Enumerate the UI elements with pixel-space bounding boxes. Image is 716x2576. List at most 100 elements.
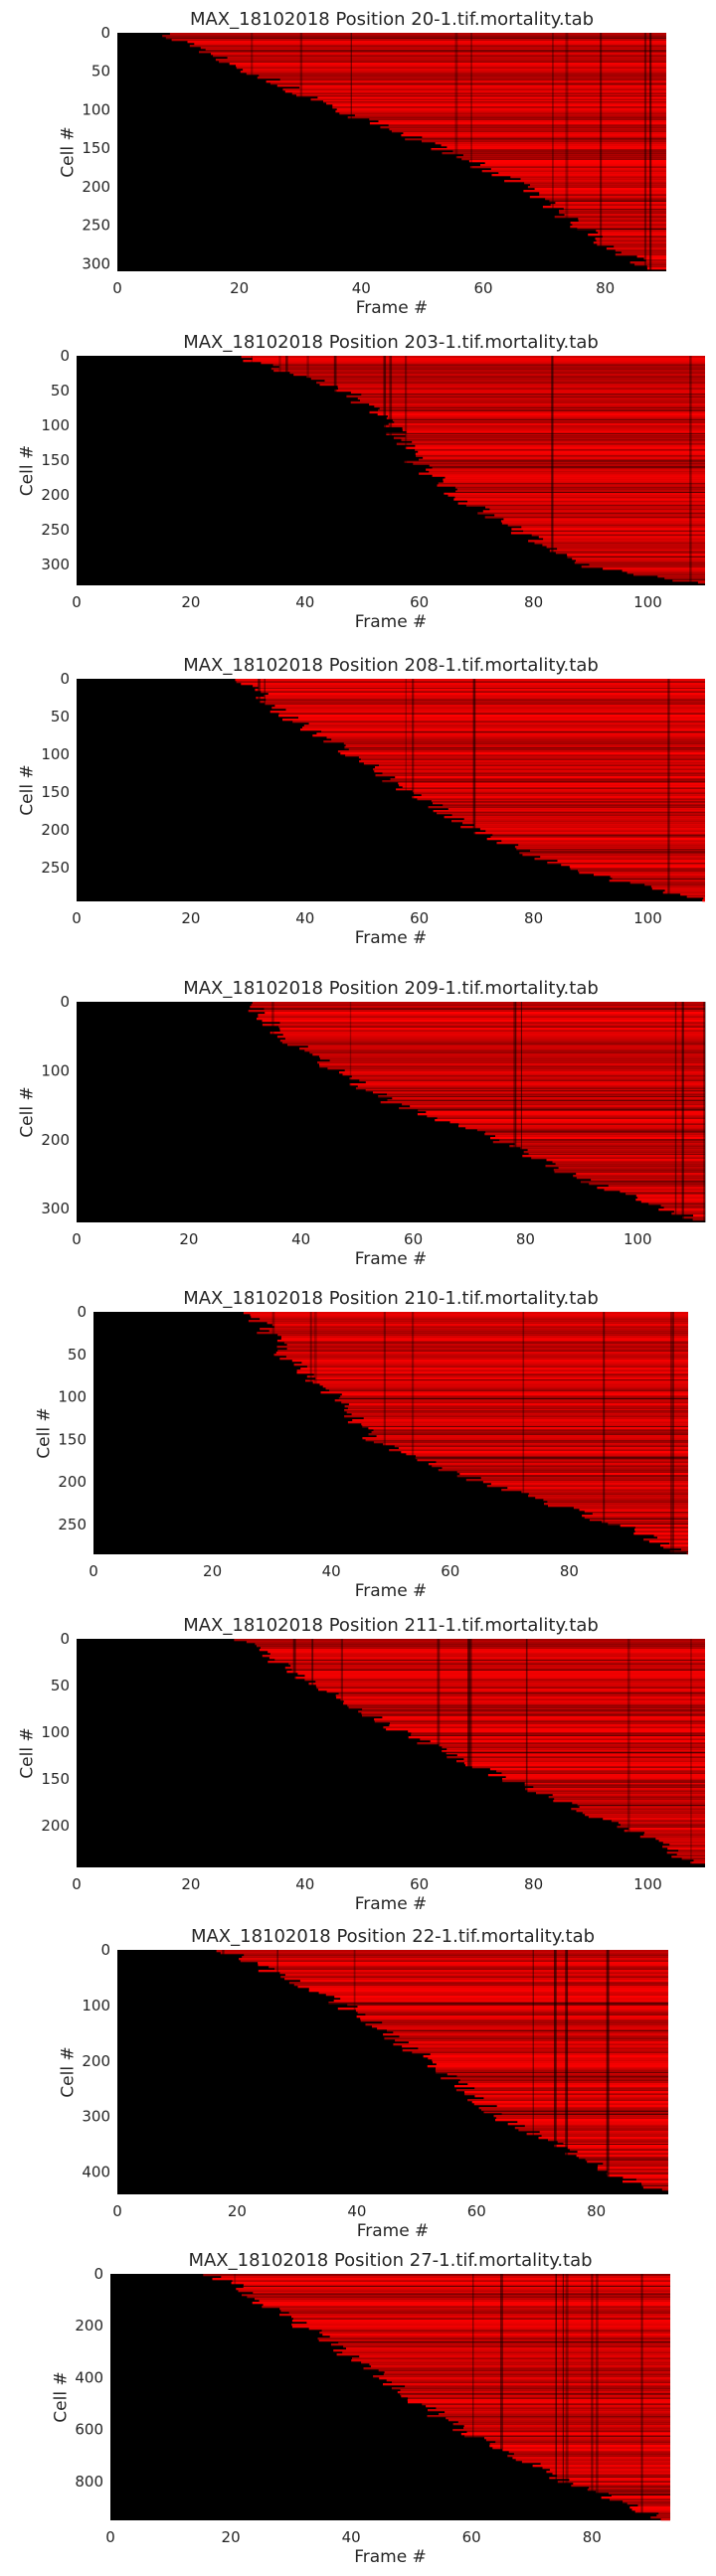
- heatmap-row: [319, 2332, 670, 2334]
- x-tick-label: 60: [410, 1875, 429, 1893]
- heatmap-row: [471, 2101, 668, 2104]
- heatmap-row: [242, 2294, 670, 2297]
- panel-title: MAX_18102018 Position 203-1.tif.mortalit…: [183, 332, 599, 353]
- heatmap-row: [329, 1059, 705, 1062]
- heatmap-row: [660, 2518, 670, 2521]
- heatmap-gap: [77, 1709, 705, 1711]
- heatmap-row: [357, 397, 705, 401]
- heatmap-row: [259, 1649, 705, 1652]
- heatmap-row: [489, 2445, 670, 2448]
- heatmap-row: [492, 834, 705, 837]
- y-tick-label: 100: [41, 1723, 70, 1741]
- heatmap-row: [445, 2411, 670, 2414]
- heatmap-stripe: [703, 1002, 706, 1222]
- heatmap-gap: [77, 1044, 705, 1046]
- heatmap-row: [606, 247, 666, 250]
- heatmap-row: [243, 1312, 688, 1315]
- heatmap-row: [240, 71, 667, 74]
- heatmap-stripe: [136, 679, 139, 901]
- heatmap-row: [572, 1802, 705, 1805]
- heatmap-row: [419, 458, 705, 461]
- heatmap-row: [634, 1529, 688, 1531]
- heatmap-row: [369, 118, 666, 121]
- heatmap-stripe: [258, 679, 261, 901]
- heatmap-row: [334, 1399, 688, 1402]
- heatmap-row: [289, 371, 705, 375]
- x-axis-label: Frame #: [355, 1249, 428, 1269]
- heatmap-row: [400, 2393, 670, 2396]
- heatmap-row: [363, 1417, 688, 1420]
- heatmap-row: [519, 852, 705, 855]
- heatmap-row: [356, 2015, 668, 2018]
- heatmap-row: [462, 822, 705, 825]
- heatmap-row: [373, 2375, 670, 2378]
- heatmap-gap: [117, 2113, 668, 2115]
- heatmap-row: [392, 418, 705, 421]
- heatmap-stripe: [251, 356, 253, 585]
- heatmap-row: [416, 1455, 688, 1458]
- heatmap-row: [500, 520, 705, 523]
- heatmap-gap: [110, 2393, 670, 2395]
- x-tick-label: 60: [410, 909, 429, 927]
- heatmap-row: [347, 1407, 688, 1410]
- heatmap-row: [561, 864, 705, 867]
- heatmap-row: [274, 1659, 705, 1662]
- heatmap-row: [360, 399, 705, 402]
- x-axis-label: Frame #: [355, 928, 428, 948]
- heatmap-stripe: [222, 1950, 225, 2194]
- heatmap-row: [693, 1214, 705, 1217]
- heatmap-row: [623, 2176, 668, 2179]
- heatmap-row: [692, 1218, 705, 1221]
- heatmap-row: [448, 808, 705, 811]
- heatmap-row: [405, 434, 705, 437]
- heatmap-row: [629, 2506, 670, 2509]
- heatmap-gap: [117, 200, 666, 202]
- heatmap-row: [361, 393, 705, 397]
- heatmap-row: [468, 160, 666, 163]
- x-tick-label: 40: [295, 593, 314, 611]
- y-axis-label: Cell #: [35, 1407, 55, 1458]
- heatmap-row: [555, 202, 666, 205]
- heatmap-row: [597, 2167, 668, 2170]
- heatmap-row: [596, 230, 666, 233]
- y-tick-label: 0: [60, 1630, 70, 1648]
- heatmap-gap: [117, 2076, 668, 2078]
- heatmap-gap: [77, 432, 705, 434]
- heatmap-row: [534, 542, 705, 545]
- heatmap-stripe: [551, 356, 554, 585]
- heatmap-row: [428, 2409, 670, 2412]
- heatmap-row: [279, 1022, 705, 1025]
- heatmap-row: [525, 1788, 705, 1791]
- heatmap-row: [428, 2057, 668, 2060]
- heatmap-row: [615, 253, 666, 256]
- heatmap-row: [554, 1171, 705, 1174]
- heatmap-row: [354, 114, 666, 117]
- heatmap-row: [384, 2037, 668, 2040]
- heatmap-row: [467, 2083, 668, 2086]
- heatmap-row: [515, 2459, 670, 2462]
- heatmap-gap: [77, 1008, 705, 1010]
- heatmap-row: [576, 1173, 705, 1176]
- heatmap-row: [589, 564, 705, 566]
- y-tick-label: 200: [58, 1473, 87, 1491]
- heatmap-row: [401, 134, 666, 137]
- heatmap-row: [259, 2300, 670, 2303]
- heatmap-row: [686, 895, 705, 898]
- heatmap-row: [452, 150, 666, 153]
- heatmap-row: [414, 792, 705, 795]
- heatmap-row: [548, 1796, 705, 1799]
- x-tick-label: 20: [181, 593, 200, 611]
- heatmap-stripe: [405, 356, 408, 585]
- heatmap-row: [473, 2103, 668, 2106]
- heatmap-row: [442, 1746, 705, 1749]
- heatmap-stripe: [353, 1950, 356, 2194]
- x-axis-label: Frame #: [355, 1581, 428, 1601]
- heatmap-row: [388, 422, 705, 425]
- heatmap-row: [544, 1503, 688, 1506]
- heatmap-row: [317, 1061, 705, 1064]
- y-tick-label: 250: [41, 521, 70, 539]
- heatmap-row: [279, 1972, 668, 1975]
- heatmap-row: [578, 870, 705, 873]
- heatmap-row: [252, 2302, 670, 2305]
- heatmap-row: [423, 2055, 668, 2058]
